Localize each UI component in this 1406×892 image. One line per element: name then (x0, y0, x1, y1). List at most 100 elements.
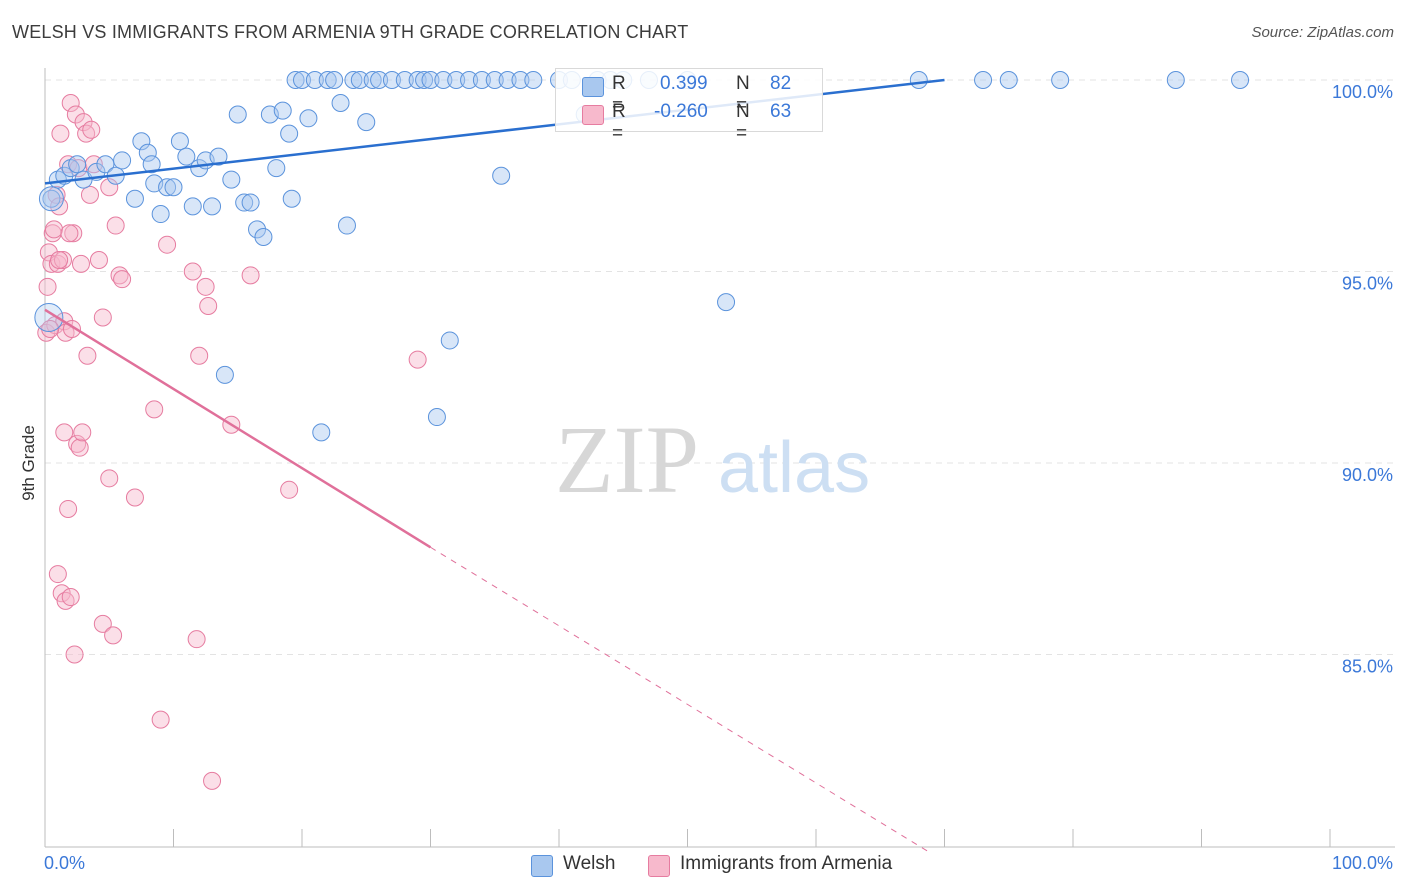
armenia-points (37, 93, 427, 790)
armenia-point-39 (59, 499, 78, 518)
armenia-point-49 (196, 277, 215, 296)
welsh-point-49 (363, 71, 382, 89)
welsh-point-4 (68, 155, 87, 174)
armenia-point-38 (55, 423, 74, 442)
armenia-point-55 (408, 350, 427, 369)
welsh-point-43 (325, 71, 344, 89)
welsh-point-21 (190, 159, 209, 178)
axes (44, 68, 1395, 848)
armenia-point-46 (158, 235, 177, 254)
armenia-point-60 (82, 120, 101, 139)
welsh-point-33 (267, 159, 286, 178)
welsh-point-54 (415, 71, 434, 89)
chart-title: WELSH VS IMMIGRANTS FROM ARMENIA 9TH GRA… (12, 22, 689, 42)
armenia-point-19 (74, 113, 93, 132)
welsh-point-55 (421, 71, 440, 89)
welsh-point-45 (337, 216, 356, 235)
y-tick-label-0: 100.0% (1332, 82, 1393, 102)
welsh-legend-swatch (531, 855, 553, 877)
armenia-point-36 (73, 423, 92, 442)
welsh-point-75 (909, 71, 928, 89)
armenia-point-37 (78, 346, 97, 365)
welsh-point-79 (1166, 71, 1185, 89)
welsh-point-76 (974, 71, 993, 89)
armenia-point-14 (61, 93, 80, 112)
armenia-trend-extension (430, 546, 932, 855)
welsh-point-61 (485, 71, 504, 89)
welsh-point-58 (447, 71, 466, 89)
welsh-point-59 (460, 71, 479, 89)
welsh-n-label: N = (736, 73, 750, 116)
armenia-point-43 (125, 488, 144, 507)
armenia-point-18 (71, 254, 90, 273)
y-tick-label-3: 85.0% (1342, 657, 1393, 677)
welsh-legend-label: Welsh (563, 853, 616, 874)
armenia-point-45 (151, 710, 170, 729)
welsh-point-7 (96, 155, 115, 174)
armenia-point-40 (93, 614, 112, 633)
welsh-point-24 (209, 147, 228, 166)
welsh-point-41 (312, 423, 331, 442)
armenia-point-28 (113, 270, 132, 289)
welsh-point-44 (331, 93, 350, 112)
welsh-point-63 (498, 71, 517, 89)
welsh-point-31 (254, 228, 273, 247)
welsh-point-0 (42, 189, 61, 208)
y-tick-label-2: 90.0% (1342, 465, 1393, 485)
source-label: Source: ZipAtlas.com (1251, 24, 1394, 41)
armenia-point-53 (241, 266, 260, 285)
welsh-point-9 (113, 151, 132, 170)
welsh-point-56 (427, 408, 446, 427)
armenia-point-54 (280, 480, 299, 499)
welsh-point-30 (248, 220, 267, 239)
welsh-point-17 (164, 178, 183, 197)
axis-labels: 100.0% 95.0% 90.0% 85.0% 0.0% 100.0% 9th Grade (19, 82, 1393, 873)
armenia-legend-swatch (648, 855, 670, 877)
y-axis-label: 9th Grade (19, 425, 38, 501)
armenia-n-label: N = (736, 101, 750, 144)
gridlines (45, 79, 1395, 655)
welsh-point-74 (717, 293, 736, 312)
armenia-point-41 (100, 469, 119, 488)
welsh-point-28 (235, 193, 254, 212)
welsh-point-34 (273, 101, 292, 120)
armenia-point-15 (64, 224, 83, 243)
watermark-zip: ZIP (555, 406, 699, 513)
welsh-point-57 (434, 71, 453, 89)
armenia-point-58 (44, 220, 63, 239)
armenia-point-47 (183, 262, 202, 281)
armenia-swatch (582, 105, 604, 125)
armenia-point-1 (38, 277, 57, 296)
x-tick-label-1: 100.0% (1332, 853, 1393, 873)
watermark-atlas: atlas (718, 428, 870, 508)
armenia-point-32 (61, 588, 80, 607)
armenia-point-59 (60, 224, 79, 243)
welsh-point-60 (472, 71, 491, 89)
armenia-point-56 (187, 630, 206, 649)
welsh-r-value: 0.399 (660, 73, 708, 94)
welsh-point-65 (524, 71, 543, 89)
welsh-point-48 (357, 113, 376, 132)
armenia-point-44 (145, 400, 164, 419)
armenia-point-9 (51, 124, 70, 143)
armenia-point-24 (93, 308, 112, 327)
welsh-point-large (38, 186, 64, 212)
armenia-point-26 (106, 216, 125, 235)
welsh-point-18 (170, 132, 189, 151)
welsh-point-29 (241, 193, 260, 212)
armenia-point-16 (66, 105, 85, 124)
welsh-point-35 (280, 124, 299, 143)
welsh-point-27 (228, 105, 247, 124)
armenia-point-33 (65, 645, 84, 664)
stats-legend: R = 0.399 N = 82 R = -0.260 N = 63 (555, 68, 823, 144)
welsh-point-77 (999, 71, 1018, 89)
armenia-legend-label: Immigrants from Armenia (680, 853, 893, 874)
armenia-point-42 (104, 626, 123, 645)
welsh-point-42 (318, 71, 337, 89)
welsh-point-39 (299, 109, 318, 128)
welsh-point-12 (138, 143, 157, 162)
welsh-n-value: 82 (770, 73, 792, 94)
welsh-point-20 (183, 197, 202, 216)
welsh-point-80 (1231, 71, 1250, 89)
